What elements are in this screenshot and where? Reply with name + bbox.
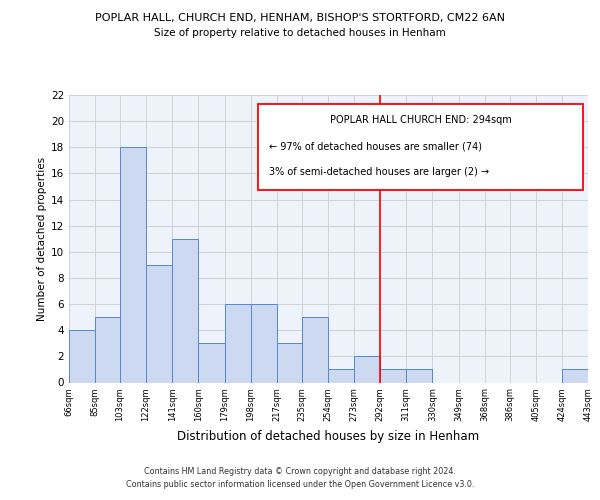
Text: POPLAR HALL CHURCH END: 294sqm: POPLAR HALL CHURCH END: 294sqm [330, 115, 511, 125]
Bar [172, 239, 199, 382]
X-axis label: Distribution of detached houses by size in Henham: Distribution of detached houses by size … [178, 430, 479, 442]
Bar [120, 148, 146, 382]
Text: Contains public sector information licensed under the Open Government Licence v3: Contains public sector information licen… [126, 480, 474, 489]
FancyBboxPatch shape [259, 104, 583, 190]
Bar [69, 330, 95, 382]
Text: POPLAR HALL, CHURCH END, HENHAM, BISHOP'S STORTFORD, CM22 6AN: POPLAR HALL, CHURCH END, HENHAM, BISHOP'… [95, 12, 505, 22]
Bar [354, 356, 380, 382]
Bar [406, 370, 433, 382]
Bar [277, 344, 302, 382]
Bar [199, 344, 224, 382]
Text: Contains HM Land Registry data © Crown copyright and database right 2024.: Contains HM Land Registry data © Crown c… [144, 467, 456, 476]
Bar [95, 317, 120, 382]
Bar [380, 370, 406, 382]
Text: Size of property relative to detached houses in Henham: Size of property relative to detached ho… [154, 28, 446, 38]
Y-axis label: Number of detached properties: Number of detached properties [37, 156, 47, 321]
Bar [562, 370, 588, 382]
Bar [251, 304, 277, 382]
Text: 3% of semi-detached houses are larger (2) →: 3% of semi-detached houses are larger (2… [269, 167, 489, 177]
Bar [328, 370, 354, 382]
Bar [146, 265, 172, 382]
Bar [224, 304, 251, 382]
Bar [302, 317, 328, 382]
Text: ← 97% of detached houses are smaller (74): ← 97% of detached houses are smaller (74… [269, 141, 482, 151]
